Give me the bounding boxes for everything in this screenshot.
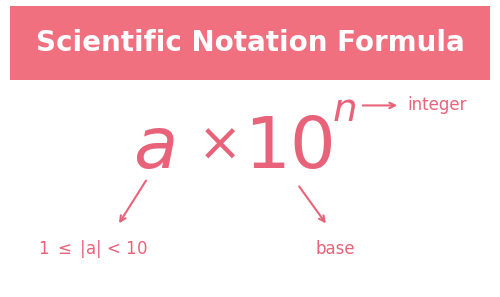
Text: ×: × [198,119,242,172]
Text: base: base [315,241,355,258]
Text: 1 $\leq$ |a| < 10: 1 $\leq$ |a| < 10 [38,238,147,260]
Text: 10: 10 [244,114,336,183]
FancyBboxPatch shape [10,6,490,80]
Text: Scientific Notation Formula: Scientific Notation Formula [36,29,465,57]
Text: a: a [133,114,177,183]
Text: integer: integer [408,97,467,114]
Text: n: n [332,91,357,129]
